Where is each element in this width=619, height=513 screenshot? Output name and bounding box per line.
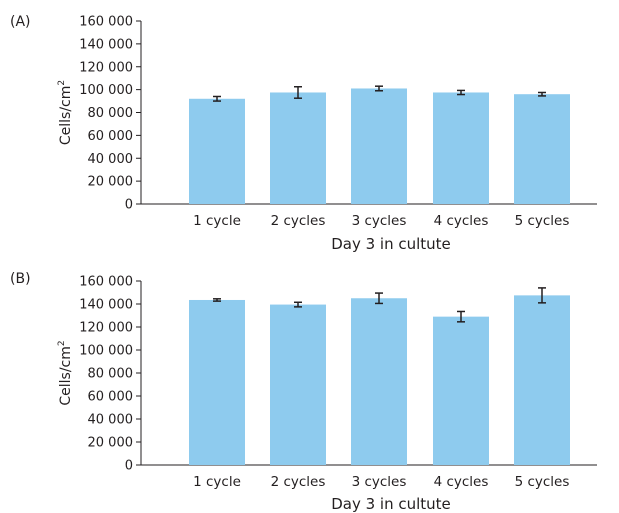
x-category-label: 4 cycles xyxy=(434,213,489,229)
y-axis-title-superscript: 2 xyxy=(57,80,67,86)
y-tick-label: 20 000 xyxy=(88,175,134,190)
error-bar xyxy=(213,298,221,302)
error-bar xyxy=(213,95,221,102)
y-tick-label: 120 000 xyxy=(79,321,133,336)
y-tick-label: 40 000 xyxy=(88,152,134,167)
x-category-label: 1 cycle xyxy=(193,213,241,229)
x-category-label: 3 cycles xyxy=(352,474,407,490)
error-bar xyxy=(375,292,383,305)
y-axis-title: Cells/cm2 xyxy=(57,80,74,145)
y-tick-label: 0 xyxy=(125,198,133,213)
bar xyxy=(270,92,326,204)
x-category-label: 3 cycles xyxy=(352,213,407,229)
panel-a-chart: (A) 0 20 000 40 000 60 000 80 000 100 000 120 0… xyxy=(10,14,597,253)
y-tick-label: 60 000 xyxy=(88,129,134,144)
error-bar xyxy=(538,287,546,304)
bar xyxy=(514,295,570,465)
y-tick-label: 100 000 xyxy=(79,83,133,98)
bar xyxy=(189,299,245,465)
y-axis-title-text: Cells/cm xyxy=(58,346,74,406)
y-axis-title: Cells/cm2 xyxy=(57,340,74,405)
panel-label: (A) xyxy=(10,14,31,30)
x-axis-title: Day 3 in cultute xyxy=(331,235,451,253)
x-category-label: 5 cycles xyxy=(515,213,570,229)
y-tick-label: 80 000 xyxy=(88,367,134,382)
y-tick-label: 140 000 xyxy=(79,298,133,313)
bar xyxy=(433,316,489,465)
y-tick-label: 20 000 xyxy=(88,436,134,451)
x-category-label: 2 cycles xyxy=(271,213,326,229)
y-axis-title-text: Cells/cm xyxy=(58,86,74,146)
y-tick-label: 160 000 xyxy=(79,275,133,290)
bar xyxy=(270,304,326,465)
error-bar xyxy=(457,310,465,323)
error-bar xyxy=(294,301,302,308)
bar xyxy=(514,94,570,204)
y-tick-label: 40 000 xyxy=(88,413,134,428)
bar xyxy=(189,98,245,204)
error-bar xyxy=(375,85,383,92)
y-tick-label: 160 000 xyxy=(79,15,133,30)
error-bar xyxy=(538,91,546,97)
x-category-label: 4 cycles xyxy=(434,474,489,490)
y-tick-label: 60 000 xyxy=(88,390,134,405)
x-category-label: 5 cycles xyxy=(515,474,570,490)
y-tick-label: 120 000 xyxy=(79,60,133,75)
x-axis-title: Day 3 in cultute xyxy=(331,495,451,513)
x-category-label: 1 cycle xyxy=(193,474,241,490)
panel-b-chart: (B) 0 20 000 40 000 60 000 80 000 100 000 120 0… xyxy=(10,271,597,513)
y-tick-label: 0 xyxy=(125,459,133,474)
y-tick-label: 140 000 xyxy=(79,37,133,52)
bar xyxy=(351,298,407,465)
x-category-label: 2 cycles xyxy=(271,474,326,490)
y-tick-label: 100 000 xyxy=(79,344,133,359)
error-bar xyxy=(457,89,465,96)
panel-label: (B) xyxy=(10,271,31,287)
y-tick-label: 80 000 xyxy=(88,106,134,121)
error-bar xyxy=(294,86,302,99)
bar xyxy=(351,88,407,204)
y-axis-title-superscript: 2 xyxy=(57,340,67,346)
bar xyxy=(433,92,489,204)
